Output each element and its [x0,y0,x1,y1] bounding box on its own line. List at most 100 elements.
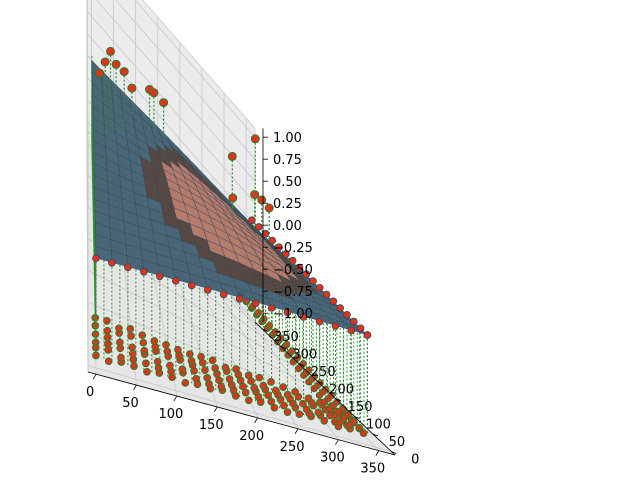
rim-point [331,322,340,330]
bottom-point [103,333,112,342]
y-axis-line [254,321,396,456]
x-tick-label-4: 200 [239,429,264,444]
rim-point [92,254,100,263]
rim-point [251,299,260,308]
high-point-3 [111,59,121,69]
high-point-5 [127,83,137,93]
y-tick-label-3: 150 [348,400,373,415]
x-tick-mark-2 [173,395,178,402]
bottom-point [127,332,135,340]
y-tick-mark-7 [262,328,268,332]
bottom-point [295,410,304,419]
bottom-point [250,384,259,392]
rim-point [309,277,317,285]
rim-point [315,317,324,326]
bottom-point [154,364,163,372]
y-tick-label-6: 300 [292,348,317,363]
bottom-point [270,403,279,412]
x-tick-mark-4 [254,417,259,424]
z-tick-label-3: −0.25 [273,241,313,256]
x-tick-label-3: 150 [199,418,224,433]
bottom-point [103,326,112,335]
bottom-point [138,331,147,340]
x-tick-mark-7 [375,450,380,456]
rim-point [356,324,365,333]
bottom-point [255,373,264,382]
bottom-point [201,366,209,374]
z-tick-label-8: 1.00 [273,131,302,146]
y-tick-label-4: 200 [329,383,354,398]
rim-point [254,223,263,231]
rim-point [349,317,358,326]
bottom-point [244,396,253,405]
bottom-point [265,321,274,330]
high-point-10 [250,190,260,200]
z-tick-label-7: 0.75 [273,153,302,168]
bottom-point [208,356,217,365]
rim-point [322,290,331,299]
high-point-4 [119,67,129,77]
bottom-point [211,364,219,372]
rim-point [347,326,356,335]
bottom-point [174,345,182,354]
rim-point [156,272,164,281]
y-tick-label-7: 350 [274,330,299,345]
bottom-point [126,324,135,333]
rim-point [343,310,351,319]
high-point-14 [228,193,238,203]
bottom-point [181,379,190,387]
x-tick-label-5: 250 [280,440,305,455]
bottom-point [271,386,280,395]
grid-line-z-8 [86,0,256,163]
bottom-point [130,362,138,370]
z-tick-label-0: −1.00 [273,307,313,322]
rim-point [172,276,180,285]
bottom-point [232,365,240,373]
bottom-point [279,383,288,391]
z-tick-label-5: 0.25 [273,197,302,212]
surface-mesh [91,59,368,336]
bottom-point [104,357,113,366]
x-tick-mark-6 [335,439,339,445]
high-point-11 [264,203,274,213]
bottom-point [103,317,111,325]
rim-point [108,258,116,267]
bottom-point [140,346,149,355]
bottom-point [153,357,162,366]
high-point-9 [227,151,237,161]
bottom-point [104,340,112,348]
bottom-point [185,350,194,358]
bottom-point [143,367,151,376]
x-axis-line [87,371,396,456]
high-point-0 [95,68,105,78]
z-tick-label-2: −0.50 [273,263,313,278]
y-tick-mark-0 [391,451,397,454]
bottom-point [115,324,123,333]
high-point-13 [257,195,267,205]
y-tick-label-1: 50 [389,435,406,450]
y-tick-mark-6 [280,346,286,349]
bottom-point [314,408,323,417]
high-point-12 [250,134,260,144]
rim-point [329,297,338,306]
rim-point [299,313,308,321]
bottom-point [215,376,223,385]
rim-point [295,263,304,272]
bottom-point [299,399,307,408]
x-tick-mark-0 [92,373,97,380]
rim-point [261,229,270,238]
bottom-point [221,363,230,372]
rim-point [140,267,148,276]
x-tick-label-7: 350 [360,462,385,477]
bottom-point [282,340,291,349]
bottom-point [128,349,137,358]
y-tick-mark-2 [354,416,360,419]
x-tick-mark-5 [294,428,299,434]
y-tick-mark-4 [317,381,323,384]
bottom-point [163,347,172,356]
high-point-2 [106,46,115,56]
x-tick-mark-3 [213,406,218,413]
bottom-point [338,404,347,413]
rim-point [203,286,212,294]
